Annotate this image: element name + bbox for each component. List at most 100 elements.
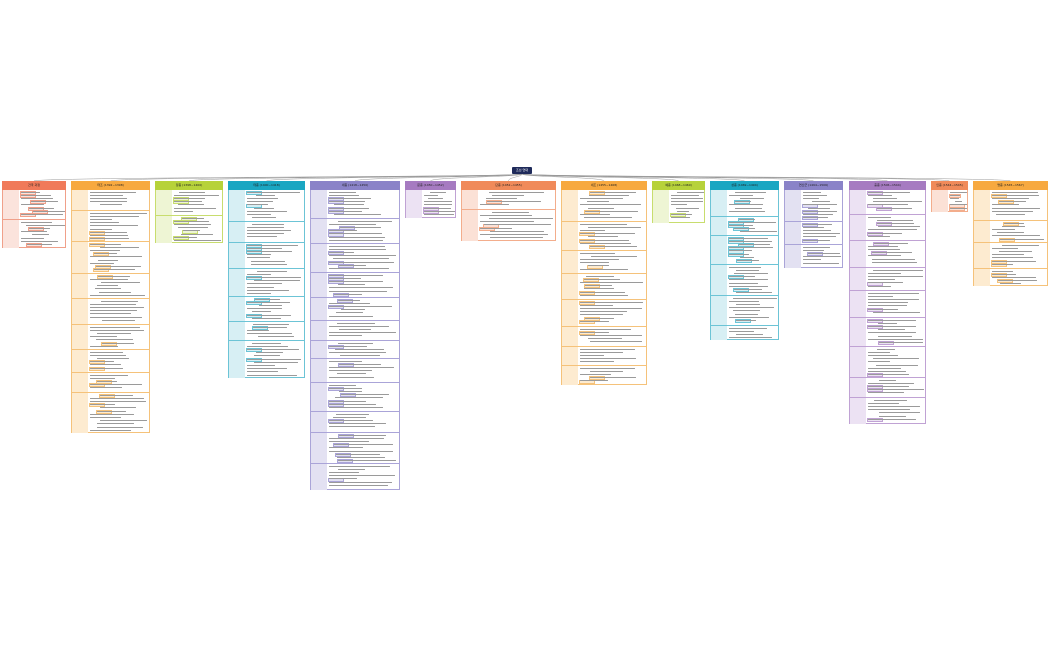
topic-label[interactable] xyxy=(229,222,245,242)
topic-label[interactable] xyxy=(462,210,478,241)
topic-label[interactable] xyxy=(974,269,990,286)
topic-label[interactable] xyxy=(850,398,866,424)
topic-label[interactable] xyxy=(72,274,88,298)
topic-label[interactable] xyxy=(311,433,327,463)
topic-label[interactable] xyxy=(785,190,801,221)
topic-label[interactable] xyxy=(653,190,669,223)
detail-tag xyxy=(878,341,895,346)
reign-header[interactable]: 성종 (1469~1494) xyxy=(710,181,779,190)
topic-label[interactable] xyxy=(311,383,327,411)
detail-tag xyxy=(734,319,751,324)
topic-label[interactable] xyxy=(711,217,727,235)
topic-label[interactable] xyxy=(562,347,578,365)
topic-details xyxy=(728,236,777,264)
topic-label[interactable] xyxy=(785,245,801,268)
detail-line xyxy=(247,371,279,372)
detail-tag xyxy=(802,238,818,243)
topic-label[interactable] xyxy=(72,211,88,241)
detail-tag xyxy=(579,319,595,325)
topic-label[interactable] xyxy=(3,220,19,248)
topic-label[interactable] xyxy=(711,190,727,216)
topic-label[interactable] xyxy=(311,190,327,218)
topic-label[interactable] xyxy=(72,299,88,324)
topic-label[interactable] xyxy=(311,321,327,340)
topic-label[interactable] xyxy=(711,326,727,340)
topic-label[interactable] xyxy=(229,322,245,340)
detail-line xyxy=(580,328,631,330)
topic-label[interactable] xyxy=(850,291,866,317)
detail-tag xyxy=(89,366,105,371)
topic-label[interactable] xyxy=(711,265,727,295)
detail-line xyxy=(247,226,284,228)
detail-line xyxy=(803,256,841,257)
reign-header[interactable]: 예종 (1468~1469) xyxy=(652,181,705,190)
reign-header[interactable]: 태조 (1392~1398) xyxy=(71,181,150,190)
topic-label[interactable] xyxy=(562,274,578,299)
topic-label[interactable] xyxy=(562,251,578,273)
topic-label[interactable] xyxy=(311,412,327,432)
reign-header[interactable]: 단종 (1452~1455) xyxy=(461,181,556,190)
topic-label[interactable] xyxy=(974,190,990,220)
topic-label[interactable] xyxy=(72,373,88,392)
reign-header[interactable]: 인종 (1544~1545) xyxy=(931,181,968,190)
topic-label[interactable] xyxy=(785,222,801,244)
topic-label[interactable] xyxy=(462,190,478,209)
topic-label[interactable] xyxy=(850,268,866,290)
topic-label[interactable] xyxy=(850,378,866,397)
reign-header[interactable]: 세조 (1455~1468) xyxy=(561,181,647,190)
reign-header[interactable]: 건국 과정 xyxy=(2,181,66,190)
topic-details xyxy=(579,251,645,273)
topic-label[interactable] xyxy=(562,327,578,346)
topic-label[interactable] xyxy=(311,298,327,320)
reign-header[interactable]: 문종 (1450~1452) xyxy=(405,181,456,190)
detail-line xyxy=(580,262,610,263)
topic-label[interactable] xyxy=(850,241,866,267)
topic-label[interactable] xyxy=(406,190,422,218)
topic-label[interactable] xyxy=(850,215,866,240)
topic-label[interactable] xyxy=(562,366,578,385)
topic-label[interactable] xyxy=(311,273,327,297)
reign-header[interactable]: 중종 (1506~1544) xyxy=(849,181,926,190)
topic-label[interactable] xyxy=(72,393,88,433)
topic-label[interactable] xyxy=(229,190,245,221)
topic-label[interactable] xyxy=(3,190,19,219)
topic-label[interactable] xyxy=(229,269,245,296)
topic-label[interactable] xyxy=(711,296,727,325)
topic-label[interactable] xyxy=(562,300,578,326)
reign-header[interactable]: 태종 (1400~1418) xyxy=(228,181,305,190)
reign-header[interactable]: 명종 (1545~1567) xyxy=(973,181,1048,190)
topic-label[interactable] xyxy=(311,244,327,272)
topic-label[interactable] xyxy=(562,190,578,221)
topic-label[interactable] xyxy=(562,222,578,250)
topic-label[interactable] xyxy=(974,221,990,242)
topic-section xyxy=(974,268,1047,286)
topic-label[interactable] xyxy=(229,297,245,321)
topic-label[interactable] xyxy=(850,190,866,214)
reign-body xyxy=(71,190,150,433)
topic-label[interactable] xyxy=(711,236,727,264)
detail-line xyxy=(21,197,54,199)
reign-body xyxy=(784,190,843,268)
topic-label[interactable] xyxy=(311,359,327,382)
topic-label[interactable] xyxy=(72,325,88,349)
root-node[interactable]: 조선 연대 xyxy=(512,167,532,174)
topic-label[interactable] xyxy=(850,347,866,377)
topic-label[interactable] xyxy=(72,190,88,210)
detail-line xyxy=(584,278,620,280)
topic-label[interactable] xyxy=(974,243,990,268)
topic-label[interactable] xyxy=(72,350,88,372)
topic-label[interactable] xyxy=(72,242,88,273)
topic-label[interactable] xyxy=(229,341,245,378)
topic-label[interactable] xyxy=(850,318,866,346)
topic-label[interactable] xyxy=(156,216,172,243)
topic-label[interactable] xyxy=(932,190,948,212)
detail-line xyxy=(729,279,768,280)
topic-label[interactable] xyxy=(311,464,327,490)
topic-label[interactable] xyxy=(229,243,245,268)
topic-label[interactable] xyxy=(311,341,327,358)
reign-header[interactable]: 연산군 (1494~1506) xyxy=(784,181,843,190)
topic-label[interactable] xyxy=(156,190,172,215)
reign-header[interactable]: 정종 (1398~1400) xyxy=(155,181,223,190)
reign-header[interactable]: 세종 (1418~1450) xyxy=(310,181,400,190)
topic-label[interactable] xyxy=(311,219,327,243)
